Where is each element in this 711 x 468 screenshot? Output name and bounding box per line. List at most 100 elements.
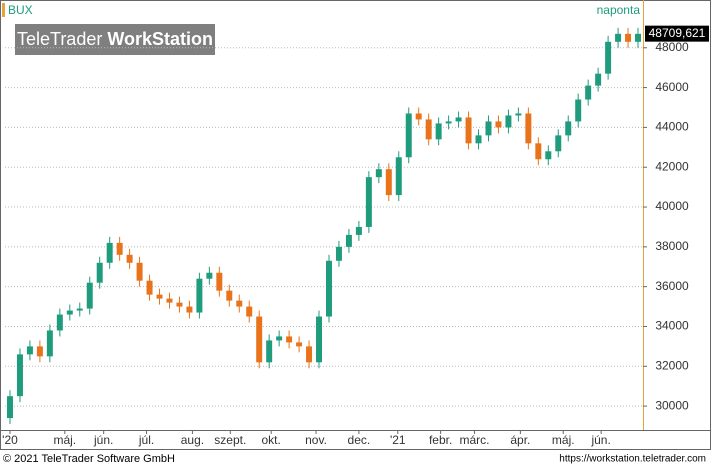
candle-body <box>615 33 622 42</box>
candle-body <box>435 123 442 140</box>
candle-body <box>385 169 392 196</box>
candle-body <box>26 346 33 355</box>
y-tick-label: 30000 <box>655 398 689 412</box>
chart-title: BUX <box>8 3 33 17</box>
y-tick-label: 46000 <box>655 80 689 94</box>
x-tick-label: aug. <box>181 433 204 447</box>
candle-body <box>535 143 542 160</box>
y-tick-label: 40000 <box>655 199 689 213</box>
candle-body <box>236 300 243 307</box>
candle-body <box>226 290 233 301</box>
candle-body <box>555 135 562 152</box>
x-tick-label: máj. <box>552 433 575 447</box>
last-price-box <box>645 25 709 42</box>
y-tick-label: 34000 <box>655 319 689 333</box>
x-tick-label: máj. <box>53 433 76 447</box>
candle-body <box>16 354 23 397</box>
last-price-label: 48709,621 <box>649 26 706 40</box>
y-tick-label: 32000 <box>655 358 689 372</box>
candle-body <box>605 41 612 74</box>
candle-body <box>116 242 123 255</box>
candle-body <box>266 340 273 363</box>
watermark-box <box>15 24 215 55</box>
x-tick-label: '21 <box>390 433 406 447</box>
candle-body <box>375 169 382 178</box>
y-tick-label: 38000 <box>655 239 689 253</box>
candle-body <box>206 272 213 279</box>
candle-body <box>316 316 323 363</box>
candle-body <box>106 242 113 263</box>
candle-body <box>166 298 173 303</box>
candle-body <box>66 310 73 315</box>
x-tick-label: okt. <box>261 433 280 447</box>
watermark-a: TeleTrader <box>17 29 102 49</box>
candle-body <box>146 280 153 295</box>
x-tick-label: ápr. <box>510 433 530 447</box>
x-tick-label: jún. <box>590 433 610 447</box>
candle-body <box>86 282 93 309</box>
footer-left: © 2021 TeleTrader Software GmbH <box>3 453 175 465</box>
candle-body <box>216 272 223 291</box>
x-tick-label: nov. <box>305 433 327 447</box>
x-tick-label: '20 <box>2 433 18 447</box>
y-tick-label: 36000 <box>655 279 689 293</box>
candle-body <box>355 226 362 235</box>
candle-body <box>465 117 472 144</box>
candle-body <box>176 302 183 307</box>
y-tick-label: 42000 <box>655 159 689 173</box>
chart-subtitle: naponta <box>597 3 641 17</box>
footer-right: https://workstation.teletrader.com <box>559 454 706 465</box>
x-tick-label: júl. <box>138 433 154 447</box>
candle-body <box>635 33 642 42</box>
candle-body <box>365 177 372 227</box>
candle-body <box>286 336 293 343</box>
candle-body <box>186 306 193 313</box>
candle-body <box>246 306 253 317</box>
candle-body <box>306 346 313 363</box>
candle-body <box>565 121 572 136</box>
candle-body <box>445 121 452 124</box>
candle-body <box>156 294 163 299</box>
x-tick-label: márc. <box>460 433 490 447</box>
candle-body <box>405 113 412 158</box>
candle-body <box>6 396 13 419</box>
candle-body <box>585 85 592 100</box>
candle-body <box>505 115 512 128</box>
candle-body <box>136 262 143 281</box>
candle-body <box>36 346 43 357</box>
candle-body <box>495 121 502 128</box>
candle-body <box>515 113 522 116</box>
candle-body <box>525 113 532 144</box>
candle-body <box>46 330 53 357</box>
x-tick-label: szept. <box>214 433 246 447</box>
watermark: TeleTrader WorkStation <box>17 29 213 49</box>
candle-body <box>56 314 63 331</box>
candle-body <box>595 73 602 86</box>
frame <box>0 0 711 450</box>
candle-body <box>296 342 303 347</box>
candle-body <box>415 113 422 120</box>
candle-body <box>455 117 462 122</box>
candle-body <box>345 234 352 247</box>
candle-body <box>475 135 482 144</box>
candle-body <box>575 99 582 122</box>
candle-body <box>395 157 402 196</box>
candle-body <box>76 308 83 311</box>
candle-body <box>196 278 203 313</box>
candle-body <box>276 336 283 341</box>
y-tick-label: 44000 <box>655 120 689 134</box>
x-tick-label: febr. <box>429 433 452 447</box>
candle-body <box>96 262 103 283</box>
candle-body <box>126 254 133 263</box>
series-marker <box>2 3 5 17</box>
candle-body <box>325 260 332 317</box>
x-tick-label: jún. <box>93 433 113 447</box>
candle-body <box>335 246 342 261</box>
candle-body <box>256 316 263 363</box>
candle-body <box>625 33 632 42</box>
candle-body <box>545 151 552 160</box>
y-tick-label: 48000 <box>655 40 689 54</box>
candle-body <box>425 119 432 140</box>
x-tick-label: dec. <box>348 433 371 447</box>
